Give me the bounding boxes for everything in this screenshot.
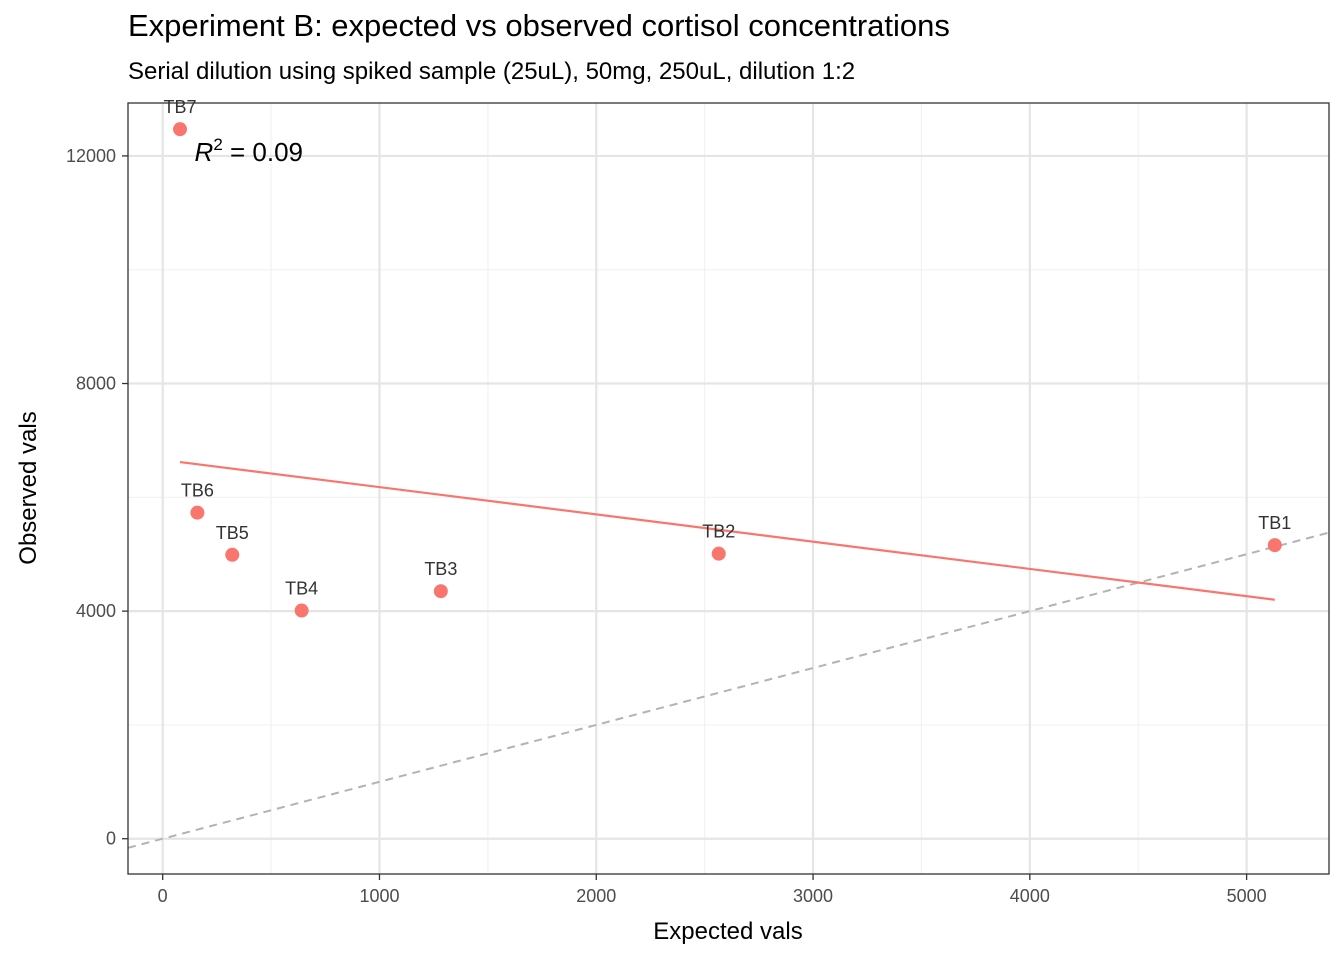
x-tick-label: 0	[158, 886, 168, 906]
data-point-tb1	[1267, 538, 1282, 553]
point-labels: TB1 TB2 TB3 TB4 TB5 TB6 TB7	[164, 97, 1292, 598]
data-points	[173, 122, 1282, 618]
y-tick-label: 12000	[66, 146, 116, 166]
point-label-tb1: TB1	[1258, 513, 1291, 533]
y-axis-ticks: 0 4000 8000 12000	[66, 146, 128, 849]
point-label-tb7: TB7	[164, 97, 197, 117]
data-point-tb5	[225, 547, 240, 562]
x-tick-label: 3000	[793, 886, 833, 906]
data-point-tb2	[711, 546, 726, 561]
data-point-tb3	[433, 584, 448, 599]
y-tick-label: 8000	[76, 374, 116, 394]
minor-gridlines	[128, 103, 1329, 874]
panel-border	[127, 102, 1330, 875]
point-label-tb4: TB4	[285, 579, 318, 599]
y-tick-label: 4000	[76, 601, 116, 621]
chart-title: Experiment B: expected vs observed corti…	[128, 8, 950, 43]
data-point-tb6	[190, 505, 205, 520]
data-point-tb4	[294, 603, 309, 618]
x-tick-label: 2000	[576, 886, 616, 906]
x-axis-title: Expected vals	[653, 918, 802, 945]
x-tick-label: 5000	[1227, 886, 1267, 906]
major-gridlines	[128, 103, 1329, 874]
y-tick-label: 0	[106, 829, 116, 849]
point-label-tb3: TB3	[424, 559, 457, 579]
regression-fit-line	[179, 460, 1275, 601]
x-tick-label: 4000	[1010, 886, 1050, 906]
panel-background	[128, 103, 1329, 874]
y-axis-title: Observed vals	[15, 411, 42, 564]
point-label-tb6: TB6	[181, 481, 214, 501]
point-label-tb2: TB2	[702, 522, 735, 542]
chart-subtitle: Serial dilution using spiked sample (25u…	[128, 58, 856, 85]
r-squared-symbol: R	[195, 137, 214, 167]
x-tick-label: 1000	[359, 886, 399, 906]
point-label-tb5: TB5	[216, 523, 249, 543]
r-squared-superscript: 2	[213, 135, 222, 154]
r-squared-annotation: R2 = 0.09	[195, 135, 303, 167]
identity-reference-line	[127, 531, 1330, 849]
x-axis-ticks: 0 1000 2000 3000 4000 5000	[158, 874, 1267, 906]
data-point-tb7	[173, 122, 188, 137]
r-squared-value: = 0.09	[223, 137, 303, 167]
